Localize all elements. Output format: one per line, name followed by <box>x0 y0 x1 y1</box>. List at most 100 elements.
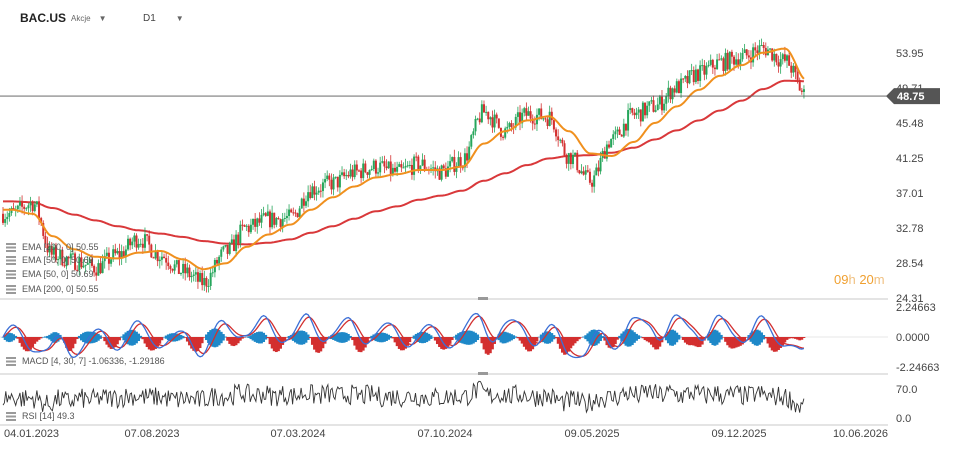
candle-body <box>319 190 322 192</box>
macd-histogram-bar <box>238 337 242 341</box>
macd-histogram-bar <box>12 334 15 341</box>
macd-histogram-bar <box>607 337 611 348</box>
macd-histogram-bar <box>35 337 39 342</box>
macd-histogram-bar <box>630 330 634 346</box>
macd-histogram-bar <box>556 337 560 344</box>
candle-body <box>730 51 733 57</box>
drag-handle-icon[interactable] <box>6 284 16 294</box>
macd-histogram-bar <box>654 337 658 350</box>
candle-body <box>61 249 64 266</box>
candle-body <box>781 54 784 60</box>
candle-body <box>754 47 757 51</box>
macd-histogram-bar <box>230 337 234 346</box>
macd-histogram-bar <box>132 330 136 345</box>
macd-line <box>2 312 805 359</box>
candle-body <box>631 108 634 113</box>
legend-rsi[interactable]: RSI [14] 49.3 <box>6 410 75 422</box>
drag-handle-icon[interactable] <box>6 411 16 421</box>
drag-handle-icon[interactable] <box>6 255 16 265</box>
macd-histogram-bar <box>349 335 352 339</box>
macd-histogram-bar <box>671 329 674 346</box>
macd-histogram-bar <box>270 337 274 349</box>
macd-histogram-bar <box>438 337 441 347</box>
countdown-minutes: 20 <box>859 272 874 287</box>
macd-histogram-bar <box>395 337 399 347</box>
candle-body <box>224 244 227 247</box>
macd-histogram-bar <box>158 337 162 344</box>
drag-handle-icon[interactable] <box>6 242 16 252</box>
macd-histogram-bar <box>478 336 482 338</box>
macd-histogram-bar <box>257 331 261 344</box>
candle-body <box>292 212 295 214</box>
candle-body <box>440 165 443 180</box>
candles-layer <box>2 38 805 293</box>
date-tick-label: 07.10.2024 <box>417 428 472 440</box>
timeframe-selector[interactable]: D1 ▼ <box>143 10 184 26</box>
macd-histogram-bar <box>802 337 806 338</box>
candle-body <box>697 69 700 81</box>
candle-body <box>135 235 138 248</box>
candle-body <box>245 225 248 227</box>
macd-histogram-bar <box>414 333 418 341</box>
macd-histogram-bar <box>101 337 104 338</box>
macd-histogram-bar <box>243 337 246 338</box>
candle-body <box>540 108 543 119</box>
macd-histogram-bar <box>105 337 109 345</box>
candle-body <box>256 218 259 227</box>
macd-histogram-bar <box>200 337 204 344</box>
candle-body <box>523 108 526 113</box>
macd-histogram-bar <box>211 328 215 347</box>
candle-body <box>393 167 396 172</box>
legend-ema-50[interactable]: EMA [50, 0] 50.69 <box>6 254 94 266</box>
candle-body <box>785 55 788 61</box>
macd-histogram-bar <box>336 332 340 342</box>
macd-histogram-bar <box>368 337 371 339</box>
candle-body <box>658 96 661 105</box>
macd-histogram-bar <box>688 337 691 346</box>
candle-body <box>112 249 115 260</box>
legend-macd[interactable]: MACD [4, 30, 7] -1.06336, -1.29186 <box>6 355 165 367</box>
candle-body <box>315 192 318 195</box>
candle-body <box>419 165 422 170</box>
candle-body <box>584 170 587 175</box>
candle-body <box>35 201 38 205</box>
candle-body <box>88 259 91 264</box>
candle-body <box>737 59 740 66</box>
macd-histogram-bar <box>719 334 723 340</box>
macd-histogram-bar <box>582 336 585 338</box>
candle-body <box>722 58 725 71</box>
macd-histogram-bar <box>463 331 467 345</box>
legend-ema-200-b[interactable]: EMA [200, 0] 50.55 <box>6 283 99 295</box>
macd-histogram-bar <box>482 337 486 350</box>
candle-body <box>57 259 60 261</box>
candle-body <box>196 272 199 282</box>
macd-histogram-bar <box>175 333 179 342</box>
pane-resize-handle[interactable] <box>478 372 488 375</box>
symbol-selector[interactable]: BAC.US Akcje ▼ <box>20 10 107 26</box>
drag-handle-icon[interactable] <box>6 269 16 279</box>
candle-body <box>118 251 121 259</box>
legend-ema-200[interactable]: EMA [200, 0] 50.55 <box>6 241 99 253</box>
drag-handle-icon[interactable] <box>6 356 16 366</box>
candle-body <box>97 263 100 276</box>
candle-body <box>305 201 308 206</box>
macd-histogram-bar <box>537 336 541 338</box>
macd-histogram-bar <box>573 337 577 344</box>
macd-histogram-bar <box>734 337 738 348</box>
candle-body <box>402 167 405 169</box>
pane-resize-handle[interactable] <box>478 297 488 300</box>
macd-histogram-bar <box>116 337 119 345</box>
macd-histogram-bar <box>408 337 412 343</box>
candle-body <box>718 59 721 61</box>
candle-body <box>466 153 469 161</box>
candle-body <box>574 152 577 155</box>
macd-histogram-bar <box>425 332 429 343</box>
candle-body <box>618 129 621 135</box>
macd-histogram-bar <box>694 337 698 347</box>
candle-body <box>169 266 172 269</box>
legend-ema-50-b[interactable]: EMA [50, 0] 50.69 <box>6 268 94 280</box>
date-tick-label: 04.01.2023 <box>4 428 59 440</box>
macd-histogram-bar <box>459 332 463 343</box>
macd-histogram-bar <box>118 337 121 341</box>
